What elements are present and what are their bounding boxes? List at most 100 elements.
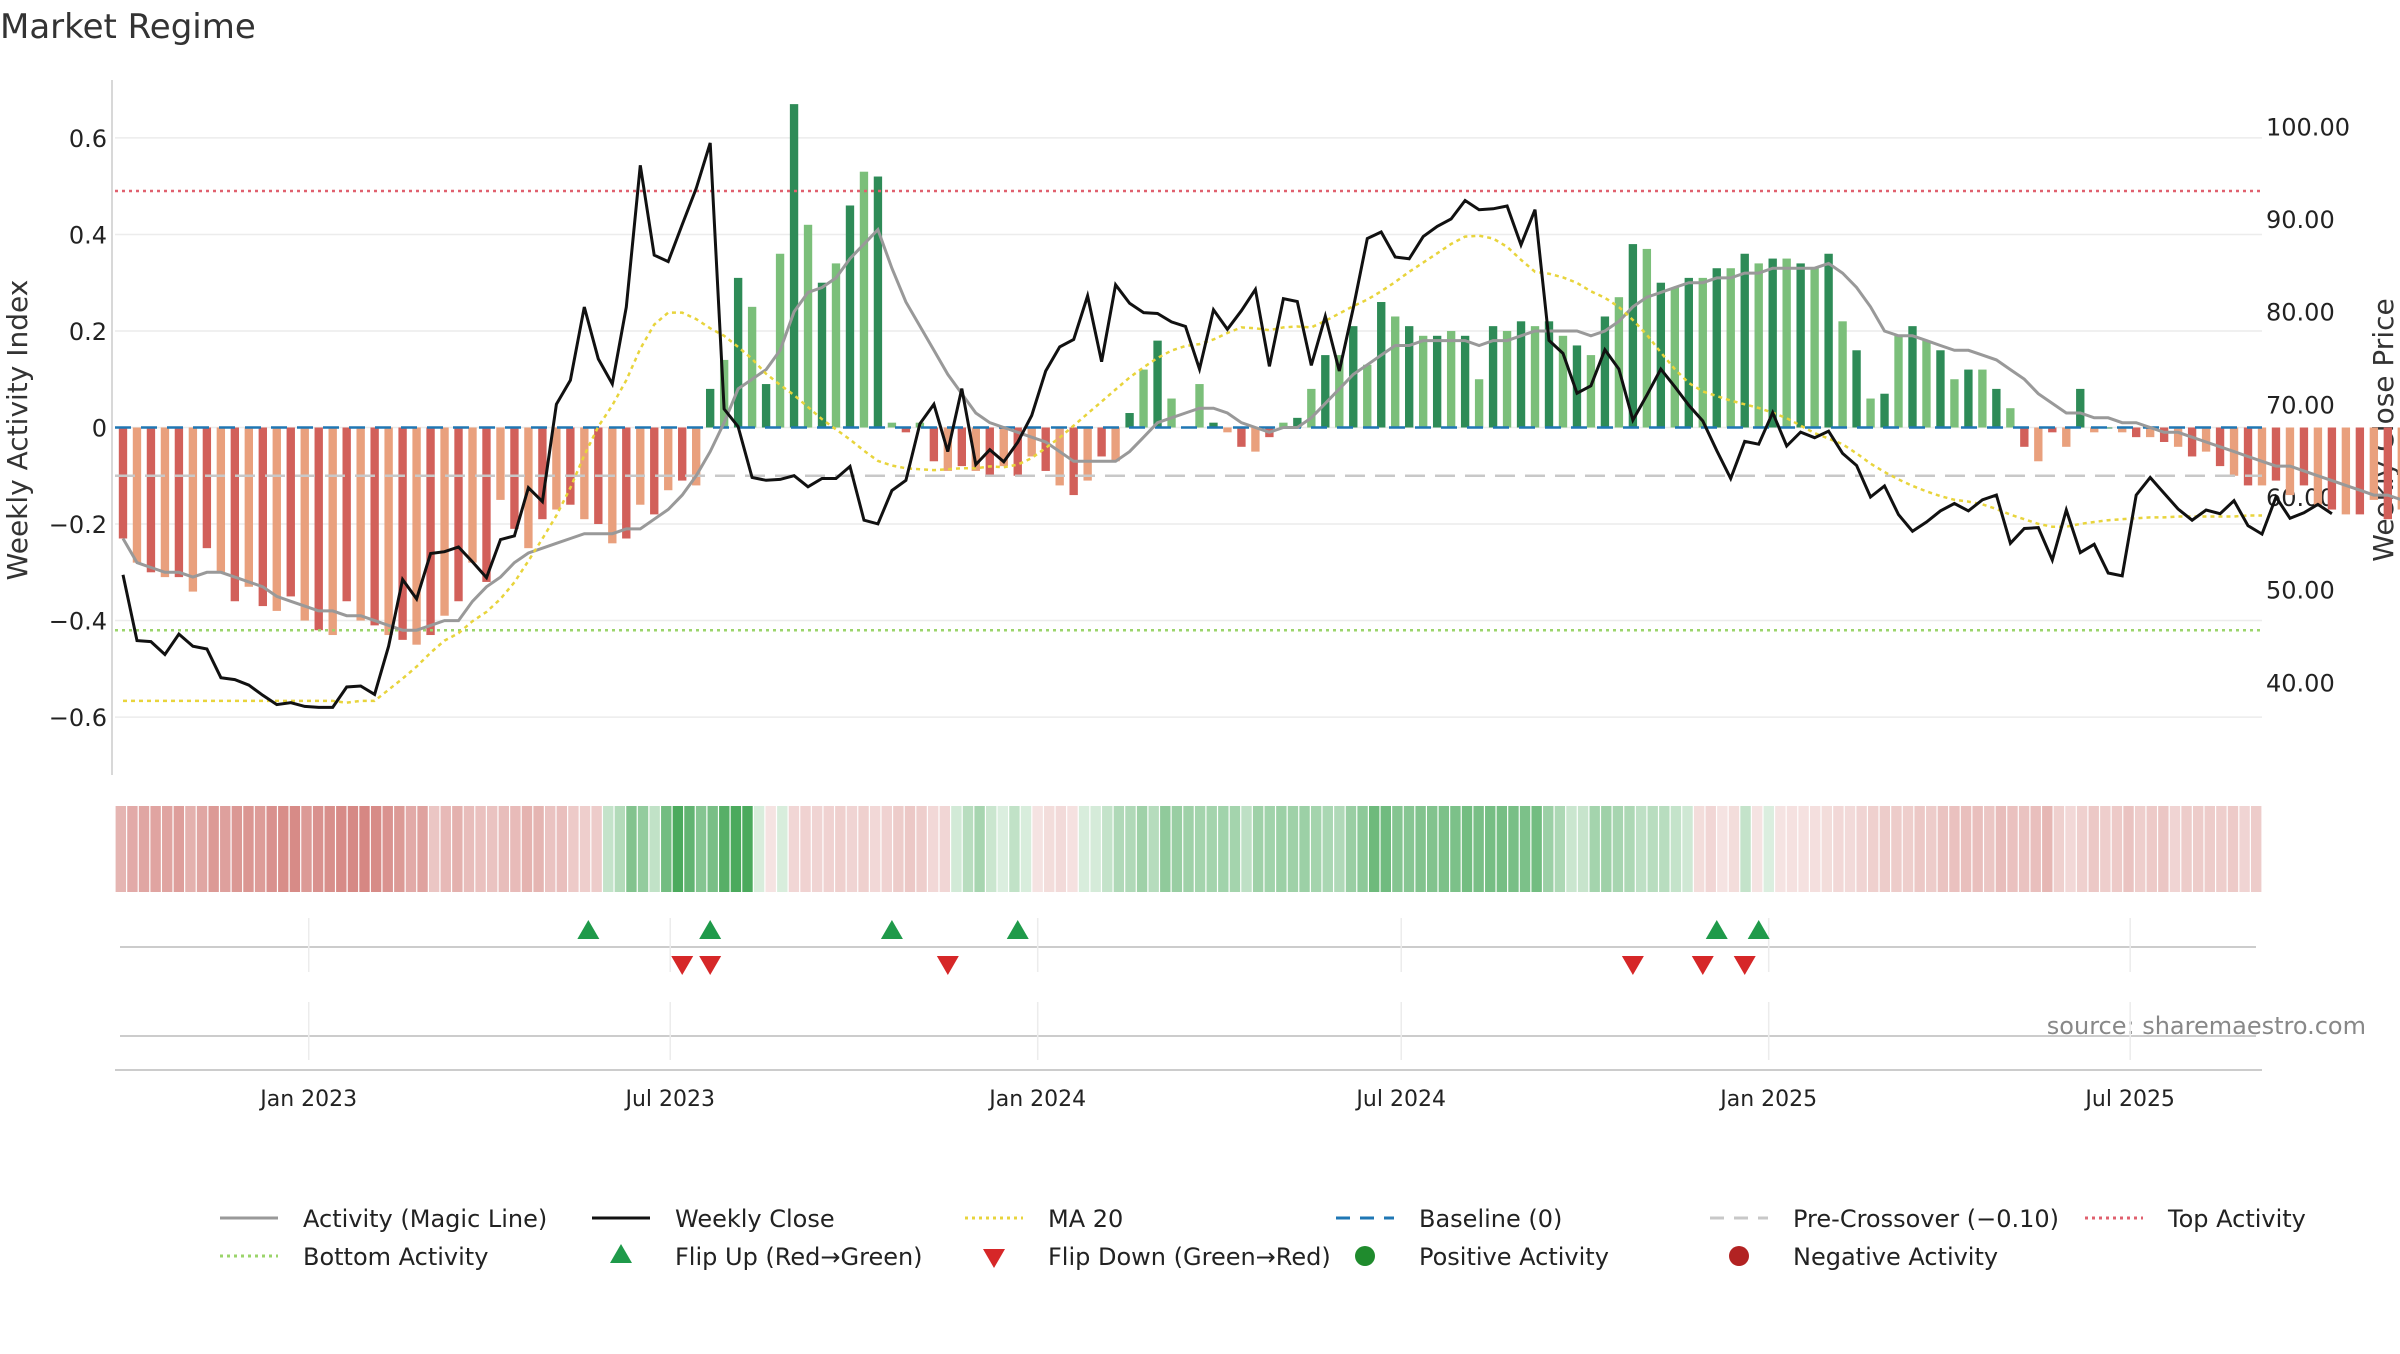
activity-bar — [1488, 326, 1498, 428]
regime-cell — [150, 806, 161, 892]
y-tick-label: −0.6 — [49, 704, 107, 732]
activity-bar — [1880, 393, 1889, 428]
regime-cell — [1136, 806, 1148, 892]
regime-cell — [1055, 806, 1067, 892]
regime-cell — [243, 806, 254, 892]
activity-bar — [384, 427, 393, 636]
y2-tick-label: 50.00 — [2266, 577, 2335, 605]
regime-cell — [1299, 806, 1310, 892]
regime-cell — [1531, 806, 1542, 892]
regime-heat-strip — [115, 806, 2262, 892]
regime-cell — [2100, 806, 2111, 892]
regime-cell — [1624, 806, 1635, 892]
legend-item: Bottom Activity — [220, 1243, 488, 1271]
regime-cell — [579, 806, 591, 892]
activity-bar — [2397, 427, 2400, 510]
weekly-close-line — [121, 142, 2333, 709]
legend-item: Positive Activity — [1355, 1243, 1609, 1271]
legend-item: Weekly Close — [592, 1205, 835, 1233]
activity-bar — [2355, 427, 2365, 515]
regime-cell — [568, 806, 579, 892]
regime-cell — [208, 806, 219, 892]
regime-cell — [1519, 806, 1531, 892]
activity-bar — [1139, 369, 1148, 428]
regime-cell — [951, 806, 962, 892]
activity-bar — [1083, 427, 1092, 481]
regime-cell — [1612, 806, 1624, 892]
activity-bar — [188, 427, 198, 592]
regime-cell — [1635, 806, 1647, 892]
regime-cell — [2042, 806, 2053, 892]
regime-cell — [1183, 806, 1194, 892]
regime-cell — [962, 806, 974, 892]
regime-cell — [2007, 806, 2018, 892]
activity-bar — [1670, 287, 1679, 428]
activity-bar — [244, 427, 253, 587]
regime-cell — [1252, 806, 1264, 892]
activity-bar — [2062, 427, 2071, 447]
regime-cell — [1345, 806, 1357, 892]
regime-cell — [475, 806, 486, 892]
regime-cell — [1032, 806, 1043, 892]
flip-up-marker — [1747, 920, 1770, 939]
regime-cell — [185, 806, 196, 892]
legend-swatch — [610, 1244, 632, 1263]
activity-bar — [1363, 364, 1372, 428]
regime-cell — [533, 806, 544, 892]
activity-bar — [202, 427, 212, 549]
regime-cell — [2204, 806, 2215, 892]
flip-down-marker — [1733, 956, 1756, 975]
activity-bar — [2187, 427, 2197, 457]
activity-bar — [132, 427, 142, 563]
activity-bar — [2076, 388, 2085, 428]
activity-bar — [1349, 326, 1358, 428]
activity-bar — [286, 427, 295, 597]
activity-bar — [1041, 427, 1050, 471]
activity-bar — [1432, 335, 1442, 428]
regime-cell — [289, 806, 301, 892]
legend-label: MA 20 — [1048, 1205, 1123, 1233]
regime-cell — [417, 806, 428, 892]
regime-cell — [312, 806, 324, 892]
regime-cell — [1775, 806, 1786, 892]
regime-cell — [1264, 806, 1275, 892]
activity-bar — [510, 427, 519, 529]
regime-cell — [1067, 806, 1078, 892]
activity-bar — [552, 427, 561, 510]
regime-cell — [1415, 806, 1426, 892]
regime-cell — [672, 806, 684, 892]
activity-bar — [216, 427, 226, 573]
regime-cell — [1949, 806, 1960, 892]
activity-bar — [1209, 422, 1218, 428]
activity-bar — [1642, 248, 1652, 428]
regime-cell — [1276, 806, 1287, 892]
regime-cell — [1496, 806, 1508, 892]
regime-cell — [788, 806, 800, 892]
activity-bar — [887, 422, 897, 428]
legend-item: Baseline (0) — [1336, 1205, 1562, 1233]
activity-bar — [1279, 422, 1288, 428]
regime-cell — [2169, 806, 2181, 892]
flip-up-marker — [880, 920, 903, 939]
activity-bar — [1838, 321, 1847, 428]
activity-bar — [1866, 398, 1875, 428]
flip-up-marker — [1006, 920, 1029, 939]
regime-cell — [2146, 806, 2157, 892]
regime-cell — [1450, 806, 1461, 892]
activity-bar — [1223, 427, 1232, 433]
activity-bar — [1600, 316, 1610, 428]
x-tick-label: Jul 2025 — [2083, 1087, 2175, 1112]
regime-cell — [707, 806, 718, 892]
regime-cell — [463, 806, 475, 892]
legend-swatch — [983, 1249, 1005, 1268]
activity-bar — [2257, 427, 2267, 486]
regime-cell — [1368, 806, 1380, 892]
regime-cell — [1844, 806, 1856, 892]
flip-up-marker — [699, 920, 722, 939]
legend: Activity (Magic Line) Weekly Close MA 20 Ba… — [220, 1205, 2306, 1271]
regime-cell — [2018, 806, 2030, 892]
activity-bar — [580, 427, 589, 520]
activity-bar — [1251, 427, 1260, 452]
activity-bar — [678, 427, 687, 481]
activity-bar — [608, 427, 617, 544]
